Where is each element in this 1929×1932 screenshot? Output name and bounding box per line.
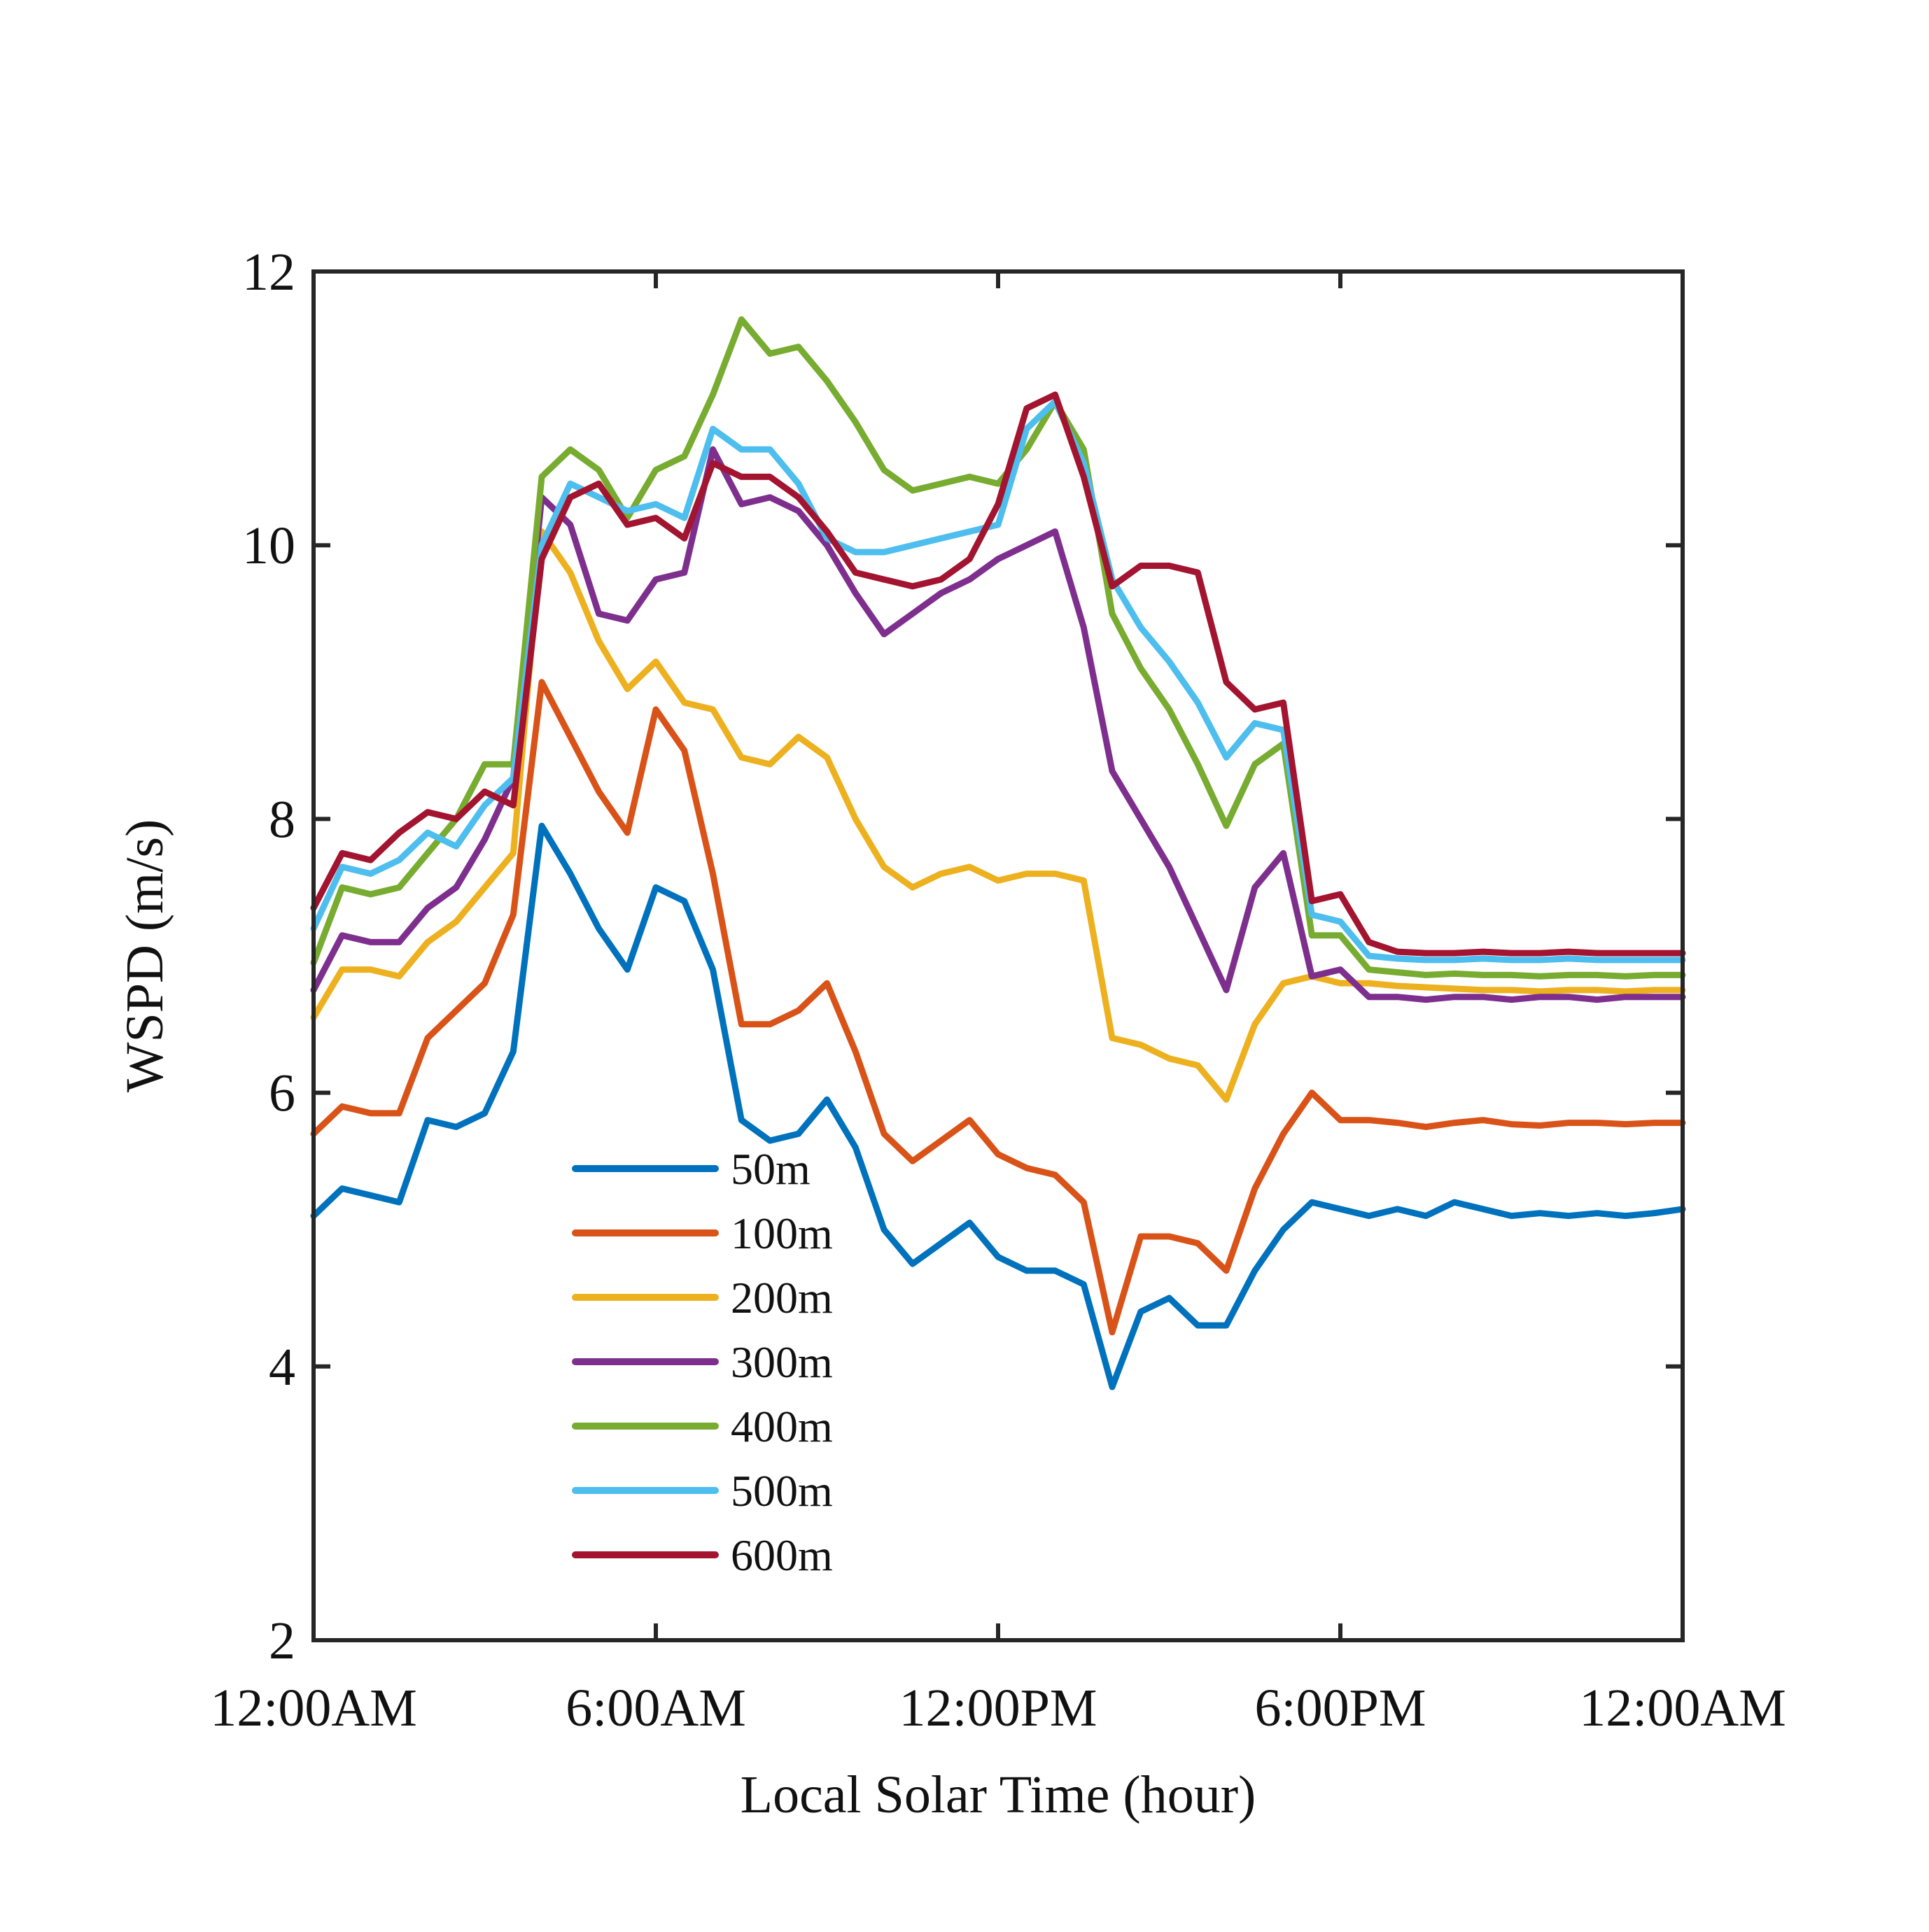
series-line-500m [310,398,1686,964]
x-tick-label: 12:00AM [210,1679,417,1737]
series-line-400m [310,316,1686,980]
legend-label-100m: 100m [731,1208,833,1258]
legend: 50m 100m 200m 300m 400m 500m 600m [572,1144,833,1580]
y-tick-label: 4 [269,1338,295,1397]
y-tick-label: 12 [242,243,295,302]
series-line-200m [310,528,1686,1103]
y-tick-label: 6 [269,1064,295,1123]
x-tick-label: 12:00AM [1579,1679,1786,1737]
legend-label-300m: 300m [731,1337,833,1387]
y-tick-label: 10 [242,516,295,575]
series-line-600m [310,391,1686,957]
legend-label-500m: 500m [731,1466,833,1516]
legend-label-50m: 50m [731,1144,811,1194]
x-tick-label: 6:00PM [1255,1679,1426,1737]
y-axis-title: WSPD (m/s) [115,819,174,1093]
series-line-50m [310,822,1686,1390]
y-tick-label: 8 [269,790,295,849]
series-layer [310,316,1686,1390]
series-line-100m [310,679,1686,1336]
x-axis-title: Local Solar Time (hour) [741,1765,1256,1824]
y-tick-label: 2 [269,1612,295,1670]
legend-label-200m: 200m [731,1273,833,1323]
legend-label-600m: 600m [731,1530,833,1580]
x-tick-label: 12:00PM [899,1679,1097,1737]
x-tick-label: 6:00AM [566,1679,746,1737]
tick-layer: 2 4 6 8 10 12 12:00AM 6:00AM 12:00PM 6:00PM 12:00A… [210,243,1786,1737]
legend-label-400m: 400m [731,1402,833,1451]
